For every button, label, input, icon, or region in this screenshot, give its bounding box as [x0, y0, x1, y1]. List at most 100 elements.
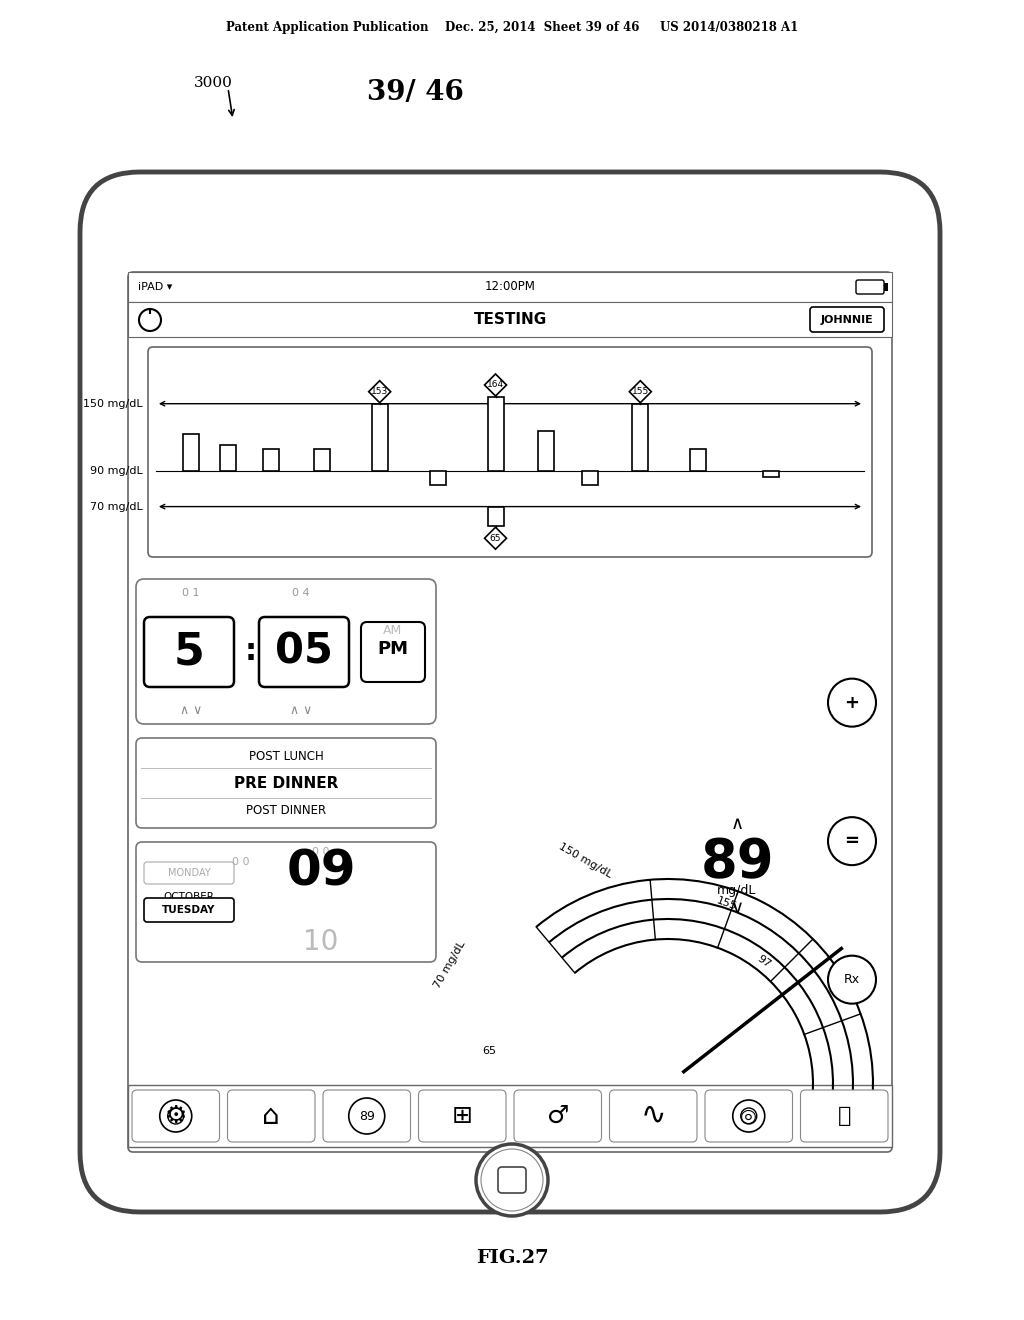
FancyBboxPatch shape	[136, 842, 436, 962]
Text: 0 0: 0 0	[312, 847, 330, 857]
Circle shape	[733, 1100, 765, 1133]
FancyBboxPatch shape	[419, 1090, 506, 1142]
Circle shape	[160, 1100, 191, 1133]
Text: :: :	[245, 638, 257, 667]
Bar	[128, 272, 892, 302]
Bar	[128, 1085, 892, 1147]
Bar	[128, 302, 892, 337]
Text: 97: 97	[755, 953, 772, 970]
Circle shape	[476, 1144, 548, 1216]
Text: 3000: 3000	[194, 77, 232, 90]
Bar	[487, 507, 504, 527]
Bar	[219, 445, 236, 471]
Text: ⌂: ⌂	[262, 1102, 280, 1130]
Text: 65: 65	[482, 1047, 497, 1056]
Text: JOHNNIE: JOHNNIE	[820, 315, 873, 325]
FancyBboxPatch shape	[498, 1167, 526, 1193]
Bar	[539, 430, 554, 471]
Text: 5: 5	[173, 631, 205, 673]
Text: 0 0: 0 0	[232, 857, 250, 867]
Polygon shape	[630, 380, 651, 403]
Bar	[763, 471, 778, 478]
Text: ⊞: ⊞	[452, 1104, 473, 1129]
Text: 150 mg/dL: 150 mg/dL	[83, 399, 143, 409]
Bar	[487, 397, 504, 471]
Bar	[313, 449, 330, 471]
FancyBboxPatch shape	[856, 280, 884, 294]
Text: 89: 89	[700, 837, 774, 888]
FancyBboxPatch shape	[80, 172, 940, 1212]
Bar	[884, 282, 888, 290]
Text: ♂: ♂	[547, 1104, 569, 1129]
Circle shape	[740, 1107, 757, 1125]
Text: 90 mg/dL: 90 mg/dL	[90, 466, 143, 477]
Circle shape	[139, 309, 161, 331]
Circle shape	[828, 817, 876, 865]
FancyBboxPatch shape	[144, 862, 234, 884]
FancyBboxPatch shape	[227, 1090, 315, 1142]
FancyBboxPatch shape	[609, 1090, 697, 1142]
Text: POST LUNCH: POST LUNCH	[249, 750, 324, 763]
Text: TESTING: TESTING	[473, 313, 547, 327]
Bar	[690, 449, 707, 471]
Text: 150 mg/dL: 150 mg/dL	[557, 842, 614, 880]
FancyBboxPatch shape	[361, 622, 425, 682]
Text: ∨: ∨	[730, 899, 743, 917]
Text: 153: 153	[371, 387, 388, 396]
Text: PM: PM	[378, 640, 409, 657]
Text: 0 1: 0 1	[182, 587, 200, 598]
FancyBboxPatch shape	[132, 1090, 219, 1142]
Text: iPAD ▾: iPAD ▾	[138, 282, 172, 292]
Circle shape	[828, 956, 876, 1003]
Text: 70 mg/dL: 70 mg/dL	[90, 502, 143, 512]
Polygon shape	[484, 527, 507, 549]
Text: 164: 164	[487, 380, 504, 389]
Polygon shape	[484, 374, 507, 396]
Text: 39/ 46: 39/ 46	[367, 78, 464, 106]
Circle shape	[828, 678, 876, 726]
Text: AM: AM	[383, 624, 402, 638]
FancyBboxPatch shape	[136, 579, 436, 723]
Text: PRE DINNER: PRE DINNER	[233, 776, 338, 791]
Text: ∿: ∿	[640, 1101, 666, 1130]
Bar	[430, 471, 445, 486]
Text: MONDAY: MONDAY	[168, 869, 210, 878]
FancyBboxPatch shape	[144, 616, 234, 686]
Text: 65: 65	[489, 533, 502, 543]
Text: POST DINNER: POST DINNER	[246, 804, 326, 817]
Text: 09: 09	[286, 847, 355, 896]
Text: 70 mg/dL: 70 mg/dL	[432, 940, 467, 990]
Circle shape	[481, 1148, 543, 1210]
Text: ◎: ◎	[740, 1106, 758, 1126]
FancyBboxPatch shape	[705, 1090, 793, 1142]
Bar	[372, 404, 388, 471]
Text: OCTOBER: OCTOBER	[164, 892, 214, 902]
Text: 👤: 👤	[838, 1106, 851, 1126]
Bar	[582, 471, 598, 486]
Text: =: =	[845, 832, 859, 850]
Text: Patent Application Publication    Dec. 25, 2014  Sheet 39 of 46     US 2014/0380: Patent Application Publication Dec. 25, …	[226, 21, 798, 34]
FancyBboxPatch shape	[148, 347, 872, 557]
Text: FIG.27: FIG.27	[476, 1249, 548, 1267]
FancyBboxPatch shape	[801, 1090, 888, 1142]
FancyBboxPatch shape	[323, 1090, 411, 1142]
Text: ∧: ∧	[730, 816, 743, 833]
Text: 12:00PM: 12:00PM	[484, 281, 536, 293]
Polygon shape	[369, 380, 391, 403]
Bar	[263, 449, 280, 471]
Text: ∧ ∨: ∧ ∨	[290, 704, 312, 717]
FancyBboxPatch shape	[128, 272, 892, 1152]
Bar	[633, 404, 648, 471]
Text: 155: 155	[632, 387, 649, 396]
Text: 89: 89	[358, 1110, 375, 1122]
Circle shape	[349, 1098, 385, 1134]
FancyBboxPatch shape	[136, 738, 436, 828]
FancyBboxPatch shape	[810, 308, 884, 333]
Circle shape	[168, 1107, 183, 1125]
Text: 0 4: 0 4	[292, 587, 310, 598]
Text: 155: 155	[715, 895, 738, 912]
Text: mg/dL: mg/dL	[718, 884, 757, 898]
Text: ⚙: ⚙	[165, 1104, 187, 1129]
Text: 10: 10	[303, 928, 339, 956]
Text: Rx: Rx	[844, 973, 860, 986]
